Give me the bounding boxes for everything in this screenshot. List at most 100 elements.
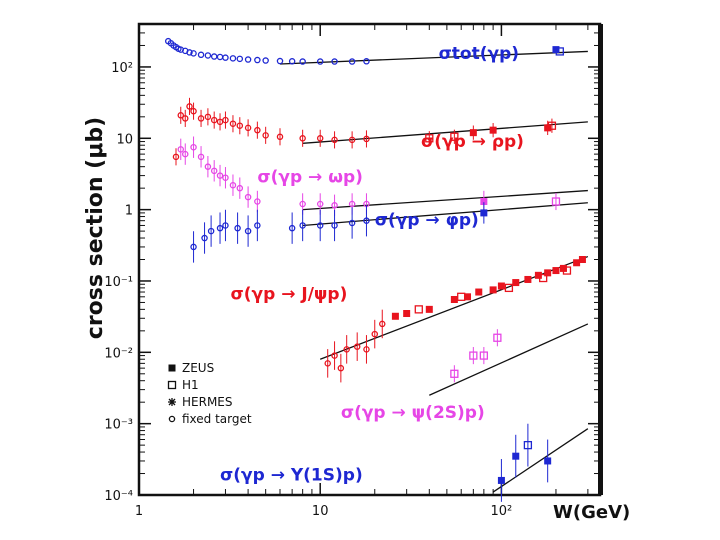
legend: ZEUS H1 HERMES fixed target — [167, 361, 252, 426]
legend-label: fixed target — [182, 412, 252, 426]
data-point-phi-zeus — [480, 209, 488, 217]
legend-label: HERMES — [182, 395, 233, 409]
x-tick-label: 10² — [491, 504, 513, 519]
data-point-rho-ft — [299, 135, 306, 142]
data-point-omega-ft — [216, 172, 224, 179]
data-point-phi-ft — [216, 224, 224, 232]
data-point-phi-ft — [348, 219, 356, 227]
data-point-jpsi-zeus — [544, 269, 552, 277]
data-point-omega-ft — [197, 153, 205, 161]
process-label: σ(γp → ρp) — [421, 132, 524, 152]
process-label: σtot(γp) — [439, 44, 519, 64]
data-point-jpsi-zeus — [578, 256, 586, 263]
data-point-jpsi-ft — [343, 346, 350, 353]
data-point-rho-zeus — [544, 124, 552, 132]
data-point-rho-ft — [216, 118, 224, 126]
data-point-omega-ft — [299, 200, 306, 208]
data-point-rho-zeus — [489, 126, 497, 134]
x-tick-label: 1 — [135, 504, 143, 519]
data-point-tot-ft — [363, 58, 370, 65]
data-point-omega-ft — [190, 143, 197, 151]
data-point-tot-ft — [222, 54, 229, 61]
fit-line-tot — [279, 50, 588, 65]
ticks: 1 10 10² 10² 10 1 10⁻¹ 10⁻² 10⁻³ 10⁻⁴ — [104, 23, 600, 519]
data-point-phi-ft — [331, 222, 338, 229]
data-point-jpsi-zeus — [534, 271, 542, 279]
data-point-jpsi-h1 — [539, 273, 548, 283]
data-point-rho-ft — [331, 136, 338, 144]
data-point-tot-ft — [229, 55, 237, 62]
data-point-omega-ft — [177, 146, 185, 153]
data-point-jpsi-ft — [324, 360, 331, 367]
y-tick-label: 10⁻² — [104, 346, 133, 361]
data-point-rho-h1 — [450, 132, 459, 141]
data-point-phi-ft — [201, 234, 208, 242]
data-point-rho-ft — [229, 120, 237, 127]
data-point-rho-ft — [182, 115, 189, 122]
data-point-psi2s-h1 — [479, 351, 489, 360]
data-point-omega-h1 — [551, 197, 561, 206]
process-label: σ(γp → φp) — [375, 210, 479, 230]
data-point-jpsi-ft — [331, 352, 338, 359]
right-border — [598, 24, 603, 495]
data-point-tot-ft — [254, 56, 261, 64]
data-point-rho-h1 — [547, 121, 557, 130]
data-point-omega-ft — [236, 184, 244, 192]
data-point-jpsi-zeus — [475, 288, 483, 296]
data-point-rho-ft — [204, 113, 212, 121]
data-point-jpsi-ft — [363, 346, 370, 353]
data-point-jpsi-zeus — [524, 275, 532, 283]
data-point-jpsi-zeus — [403, 310, 411, 318]
y-axis-label: cross section (μb) — [83, 117, 108, 339]
data-point-omega-ft — [204, 163, 212, 170]
data-point-rho-ft — [172, 153, 180, 161]
legend-marker — [168, 415, 176, 423]
data-point-rho-ft — [210, 116, 218, 124]
data-point-jpsi-h1 — [504, 283, 514, 293]
data-point-rho-ft — [186, 103, 193, 110]
data-point-ups-zeus — [497, 476, 505, 484]
data-point-omega-ft — [222, 174, 229, 181]
data-point-phi-ft — [244, 227, 252, 235]
data-point-jpsi-zeus — [573, 259, 581, 267]
data-point-rho-ft — [363, 135, 370, 143]
data-point-rho-ft — [348, 136, 356, 144]
data-point-tot-ft — [316, 58, 324, 65]
data-point-tot-ft — [262, 57, 269, 64]
data-point-jpsi-ft — [353, 343, 361, 350]
data-point-jpsi-zeus — [391, 312, 399, 320]
data-point-jpsi-zeus — [512, 279, 520, 287]
data-point-psi2s-h1 — [450, 369, 459, 378]
data-point-tot-ft — [276, 57, 284, 65]
data-point-omega-ft — [244, 193, 252, 201]
y-tick-label: 10² — [111, 61, 133, 76]
data-point-tot-ft — [348, 58, 356, 65]
fit-lines — [279, 50, 589, 493]
data-point-omega-ft — [229, 181, 237, 189]
data-point-rho-ft — [262, 132, 269, 139]
data-point-rho-ft — [316, 135, 324, 142]
legend-marker — [168, 364, 176, 372]
data-point-omega-ft — [331, 202, 338, 209]
data-point-tot-h1 — [555, 47, 564, 56]
data-point-jpsi-ft — [337, 364, 345, 372]
fit-line-upsilon — [492, 428, 589, 493]
data-point-tot-ft — [204, 52, 212, 59]
data-point-rho-ft — [222, 116, 229, 124]
data-point-rho-ft — [236, 122, 244, 129]
data-point-phi-ft — [234, 224, 241, 232]
process-label: σ(γp → ψ(2S)p) — [341, 403, 485, 423]
fit-line-jpsi — [319, 255, 589, 360]
data-point-phi-ft — [190, 243, 197, 251]
data-point-jpsi-h1 — [414, 305, 423, 314]
data-point-jpsi-ft — [379, 320, 386, 328]
data-point-rho-ft — [197, 115, 205, 122]
y-tick-label: 1 — [125, 204, 133, 219]
data-point-tot-ft — [299, 58, 306, 65]
data-point-jpsi-zeus — [464, 293, 472, 301]
data-point-tot-ft — [186, 49, 193, 56]
x-tick-label: 10 — [312, 504, 329, 519]
y-tick-label: 10 — [116, 132, 133, 147]
data-point-jpsi-zeus — [425, 305, 433, 313]
